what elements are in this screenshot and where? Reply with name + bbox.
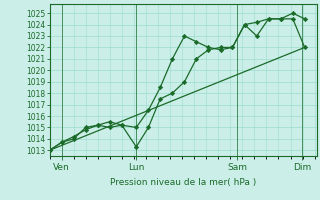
X-axis label: Pression niveau de la mer( hPa ): Pression niveau de la mer( hPa ): [110, 178, 256, 186]
